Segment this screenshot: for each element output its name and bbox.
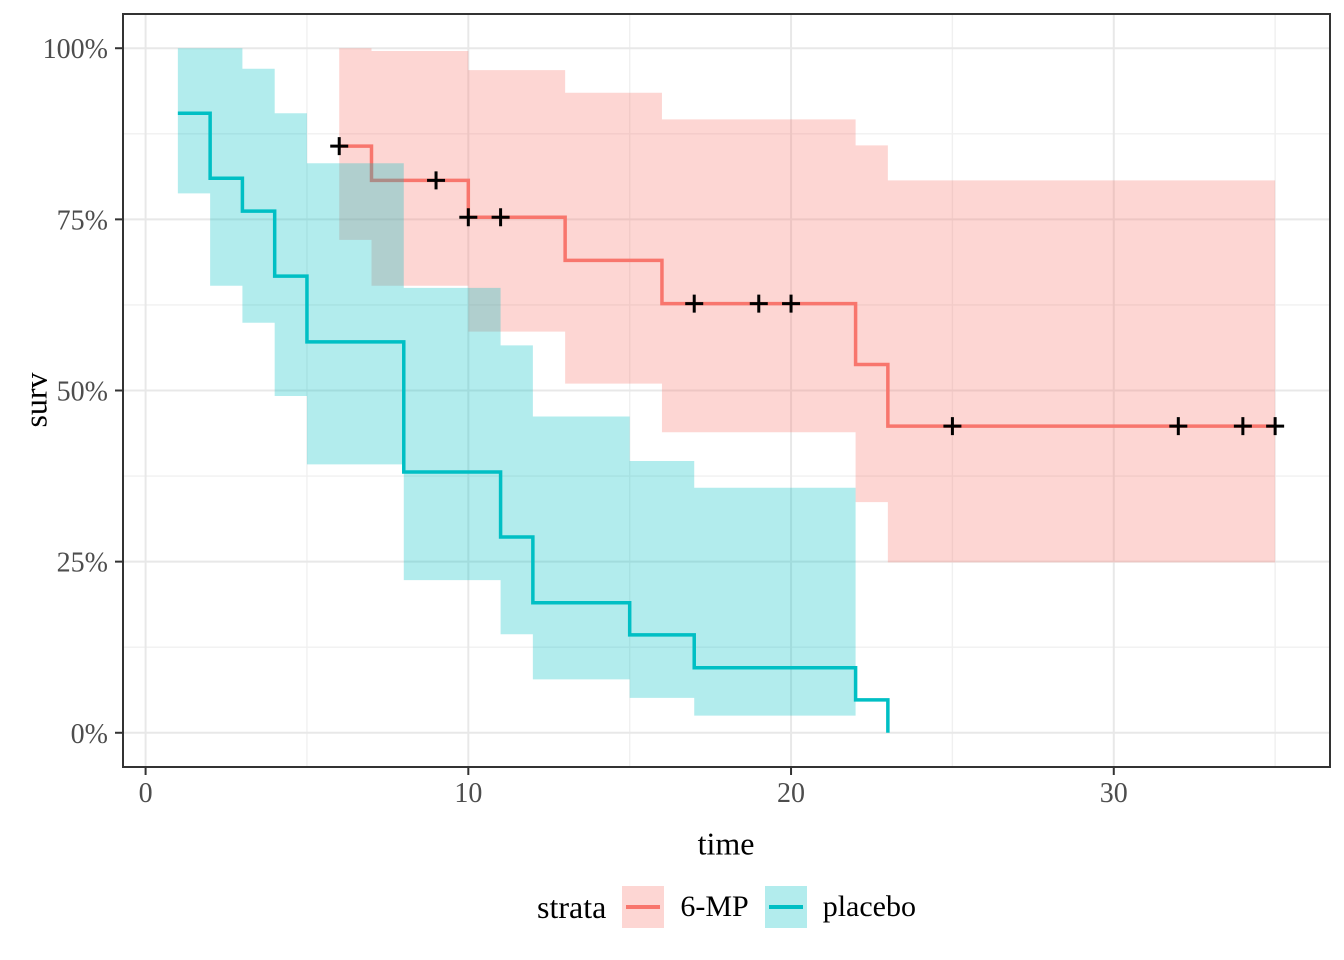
censor-marks	[330, 137, 1285, 436]
censor-mark	[427, 171, 446, 190]
legend-key-6mp	[622, 886, 665, 928]
censor-mark	[1266, 417, 1285, 436]
censor-mark	[685, 294, 704, 313]
censor-mark	[749, 294, 768, 313]
censor-mark	[459, 208, 478, 227]
x-tick-label: 0	[139, 778, 153, 809]
ci-ribbon-placebo	[177, 48, 856, 716]
y-tick-label: 0%	[71, 719, 108, 750]
censor-mark	[1233, 417, 1252, 436]
x-tick-label: 20	[777, 778, 805, 809]
censor-mark	[491, 208, 510, 227]
legend-key-line	[626, 905, 661, 909]
legend-key-line	[768, 905, 803, 909]
survival-curve-6mp	[339, 144, 1276, 428]
gridlines-major	[123, 14, 1330, 767]
y-tick-label: 100%	[43, 34, 108, 65]
legend-title: strata	[537, 888, 607, 925]
legend: strata 6-MP placebo	[123, 884, 1330, 930]
axis-ticks	[115, 47, 1115, 775]
legend-entry-placebo: placebo	[764, 886, 916, 928]
legend-key-placebo	[764, 886, 807, 928]
censor-mark	[330, 137, 349, 156]
legend-label-6mp: 6-MP	[680, 890, 749, 923]
x-axis-title: time	[697, 825, 755, 862]
survival-curve-placebo	[177, 111, 890, 733]
legend-label-placebo: placebo	[822, 890, 916, 923]
y-tick-label: 50%	[57, 377, 108, 408]
censor-mark	[1169, 417, 1188, 436]
x-tick-label: 10	[454, 778, 482, 809]
x-tick-label: 30	[1100, 778, 1128, 809]
legend-entry-6mp: 6-MP	[622, 886, 749, 928]
censor-mark	[782, 294, 801, 313]
y-axis-title: surv	[17, 372, 54, 428]
y-tick-label: 25%	[57, 548, 108, 579]
y-tick-label: 75%	[57, 205, 108, 236]
censor-mark	[943, 417, 962, 436]
